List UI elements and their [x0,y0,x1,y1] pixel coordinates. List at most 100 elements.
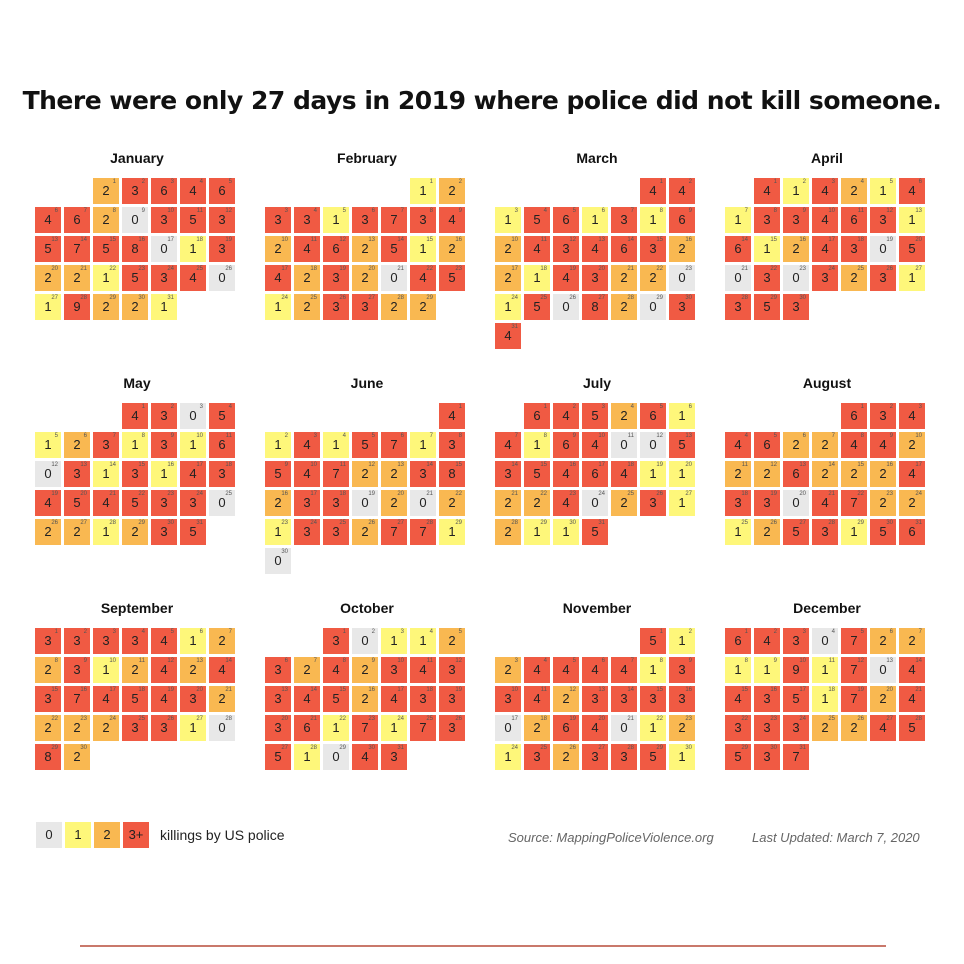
day-cell: 4 17 [93,686,119,712]
day-count: 0 [131,212,139,227]
day-number: 8 [659,658,663,664]
day-number: 29 [426,295,433,301]
day-cell: 4 18 [611,461,637,487]
day-count: 2 [44,720,52,735]
day-number: 21 [741,266,748,272]
day-count: 4 [591,241,599,256]
day-count: 2 [448,633,456,648]
day-count: 6 [562,437,570,452]
day-count: 0 [504,720,512,735]
day-number: 21 [627,266,634,272]
day-count: 1 [533,270,541,285]
day-count: 3 [562,241,570,256]
day-count: 6 [303,720,311,735]
day-number: 7 [228,629,232,635]
day-count: 4 [562,662,570,677]
day-number: 20 [685,462,692,468]
day-cell: 7 11 [323,461,349,487]
last-updated-text: Last Updated: March 7, 2020 [752,830,920,845]
day-count: 3 [678,299,686,314]
day-cell: 3 13 [265,686,291,712]
day-count: 1 [189,633,197,648]
day-cell: 3 26 [870,265,896,291]
day-count: 2 [620,408,628,423]
day-number: 12 [368,462,375,468]
day-number: 18 [857,237,864,243]
day-cell: 3 24 [812,265,838,291]
day-count: 3 [160,408,168,423]
day-cell: 3 25 [524,744,550,770]
day-number: 19 [569,716,576,722]
day-cell: 6 17 [582,461,608,487]
day-count: 2 [361,241,369,256]
day-cell: 0 17 [151,236,177,262]
day-count: 6 [620,241,628,256]
day-cell: 2 26 [553,744,579,770]
day-number: 30 [770,745,777,751]
day-count: 1 [763,241,771,256]
day-number: 27 [281,745,288,751]
day-number: 26 [339,295,346,301]
day-number: 25 [627,491,634,497]
day-count: 1 [448,524,456,539]
day-cell: 2 26 [754,519,780,545]
day-count: 4 [678,183,686,198]
day-number: 2 [458,179,462,185]
day-count: 3 [73,662,81,677]
day-cell: 2 15 [841,461,867,487]
day-count: 0 [419,495,427,510]
day-count: 5 [533,466,541,481]
day-count: 3 [332,299,340,314]
day-number: 28 [80,295,87,301]
day-count: 4 [303,437,311,452]
day-number: 17 [511,716,518,722]
day-cell: 4 21 [812,490,838,516]
day-number: 29 [656,295,663,301]
day-cell: 2 12 [553,686,579,712]
day-count: 4 [44,495,52,510]
day-count: 2 [792,241,800,256]
day-cell: 4 19 [35,490,61,516]
day-number: 27 [368,295,375,301]
day-cell: 4 11 [294,236,320,262]
day-count: 1 [102,466,110,481]
day-count: 6 [218,437,226,452]
day-count: 2 [73,749,81,764]
day-count: 2 [850,270,858,285]
day-number: 7 [112,433,116,439]
day-number: 21 [915,687,922,693]
day-cell: 3 18 [841,236,867,262]
day-cell: 4 16 [553,461,579,487]
day-number: 11 [540,237,547,243]
day-count: 4 [504,328,512,343]
day-cell: 3 16 [754,686,780,712]
day-count: 1 [332,212,340,227]
day-number: 4 [342,433,346,439]
day-number: 6 [199,629,203,635]
day-cell: 0 12 [640,432,666,458]
day-count: 2 [504,495,512,510]
day-cell: 2 23 [870,490,896,516]
day-cell: 2 28 [495,519,521,545]
day-count: 4 [562,495,570,510]
day-cell: 2 17 [495,265,521,291]
day-number: 8 [429,208,433,214]
day-count: 1 [160,466,168,481]
day-count: 3 [821,524,829,539]
day-number: 19 [51,491,58,497]
day-count: 1 [504,212,512,227]
day-count: 3 [649,241,657,256]
day-cell: 2 21 [611,265,637,291]
day-count: 5 [879,524,887,539]
day-number: 4 [313,208,317,214]
